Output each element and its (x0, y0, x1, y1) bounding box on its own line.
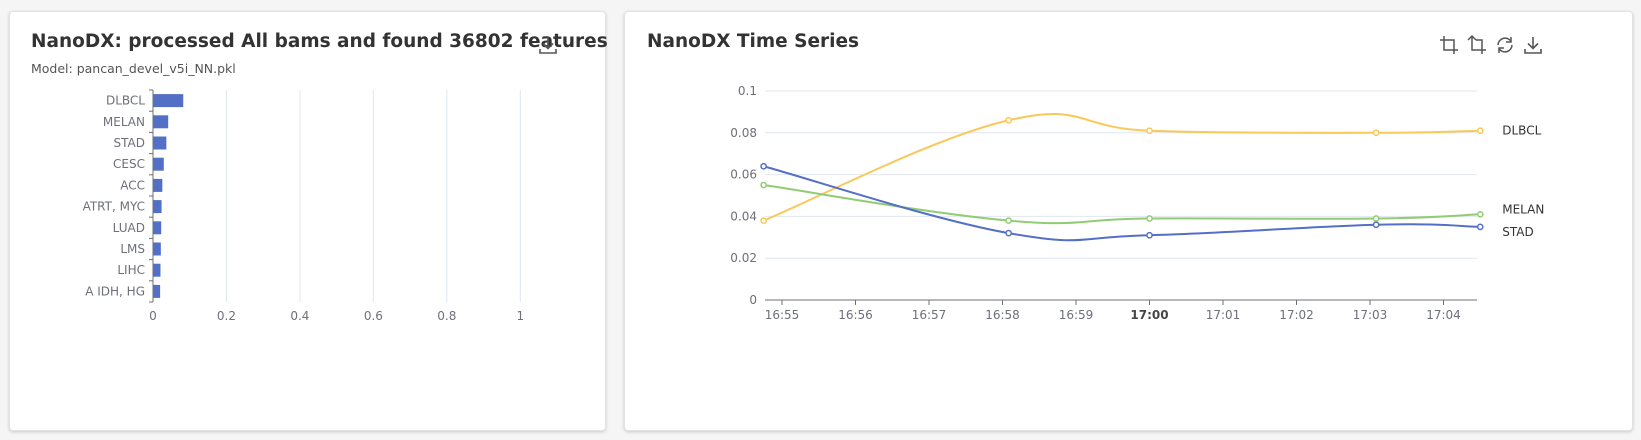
zoom-icon[interactable] (1438, 34, 1460, 56)
y-tick-label: 0.08 (730, 126, 757, 140)
data-point (1146, 231, 1153, 239)
bar (153, 178, 163, 192)
series-end-label: MELAN (1502, 202, 1544, 216)
bar (153, 284, 161, 298)
bar (153, 263, 161, 277)
y-tick-label: 0.02 (730, 251, 757, 265)
y-tick-label: 0 (749, 293, 757, 307)
series-line-melan (763, 184, 1481, 225)
model-subtitle: Model: pancan_devel_v5i_NN.pkl (31, 61, 236, 76)
x-tick-label: 17:01 (1206, 308, 1241, 322)
y-tick-label: 0.1 (738, 84, 757, 98)
x-tick-label: 1 (516, 309, 524, 323)
data-point (1146, 127, 1153, 135)
bar (153, 115, 169, 129)
bar-category-label: CESC (113, 157, 145, 171)
x-tick-label: 17:03 (1353, 308, 1388, 322)
download-icon[interactable] (1522, 34, 1544, 56)
x-tick-label: 17:04 (1426, 308, 1461, 322)
bar (153, 200, 162, 214)
series-end-label: DLBCL (1502, 124, 1541, 138)
x-tick-label: 16:58 (985, 308, 1020, 322)
download-icon[interactable] (537, 34, 559, 56)
time-series-panel: NanoDX Time Series 0 0.02 0.04 0.06 0.08 0.1 1… (624, 11, 1633, 431)
data-point (1372, 129, 1380, 137)
x-tick-label: 0.6 (364, 309, 383, 323)
x-tick-label: 17:00 (1130, 308, 1168, 322)
bar-category-label: ACC (120, 178, 145, 192)
x-tick-label: 16:55 (765, 308, 800, 322)
bar-category-label: LUAD (113, 221, 145, 235)
data-point (760, 217, 767, 224)
bar (153, 94, 184, 108)
x-tick-label: 16:57 (912, 308, 947, 322)
classification-title: NanoDX: processed All bams and found 368… (31, 31, 608, 52)
bar-category-label: LIHC (117, 263, 145, 277)
data-point (1146, 215, 1153, 222)
x-tick-label: 0 (149, 309, 157, 323)
x-tick-label: 16:56 (838, 308, 873, 322)
bar (153, 242, 161, 256)
bar (153, 136, 167, 150)
bar-category-label: STAD (114, 136, 145, 150)
time-series-title: NanoDX Time Series (647, 31, 860, 52)
data-point (1005, 229, 1012, 237)
y-tick-label: 0.06 (730, 168, 757, 182)
x-tick-label: 16:59 (1059, 308, 1094, 322)
series-line-dlbcl (763, 113, 1481, 222)
data-point (1476, 127, 1484, 135)
x-tick-label: 0.4 (290, 309, 309, 323)
data-point (1476, 223, 1484, 231)
bar-category-label: A IDH, HG (85, 284, 145, 298)
zoom-reset-icon[interactable] (1466, 34, 1488, 56)
x-tick-label: 0.8 (437, 309, 456, 323)
data-point (760, 181, 767, 189)
series-line-stad (763, 165, 1481, 242)
x-tick-label: 17:02 (1279, 308, 1314, 322)
bar-category-label: LMS (120, 242, 145, 256)
data-point (1372, 221, 1380, 229)
bar (153, 221, 162, 235)
line-chart: 0 0.02 0.04 0.06 0.08 0.1 16:55 16:56 16:57 16:58… (730, 84, 1544, 322)
series-end-label: STAD (1502, 225, 1533, 239)
bar (153, 157, 164, 171)
data-point (1005, 116, 1012, 124)
data-point (1476, 210, 1484, 218)
bar-category-label: MELAN (103, 115, 145, 129)
bar-chart: 0 0.2 0.4 0.6 0.8 1 DLBCL MELAN STAD CESC ACC ATRT,… (83, 89, 524, 323)
restore-icon[interactable] (1494, 34, 1516, 56)
data-point (1372, 215, 1380, 222)
classification-panel: NanoDX: processed All bams and found 368… (9, 11, 608, 431)
bar-category-label: DLBCL (106, 94, 145, 108)
y-tick-label: 0.04 (730, 209, 757, 223)
data-point (1005, 217, 1012, 224)
x-tick-label: 0.2 (217, 309, 236, 323)
data-point (760, 162, 767, 170)
bar-category-label: ATRT, MYC (83, 200, 145, 214)
